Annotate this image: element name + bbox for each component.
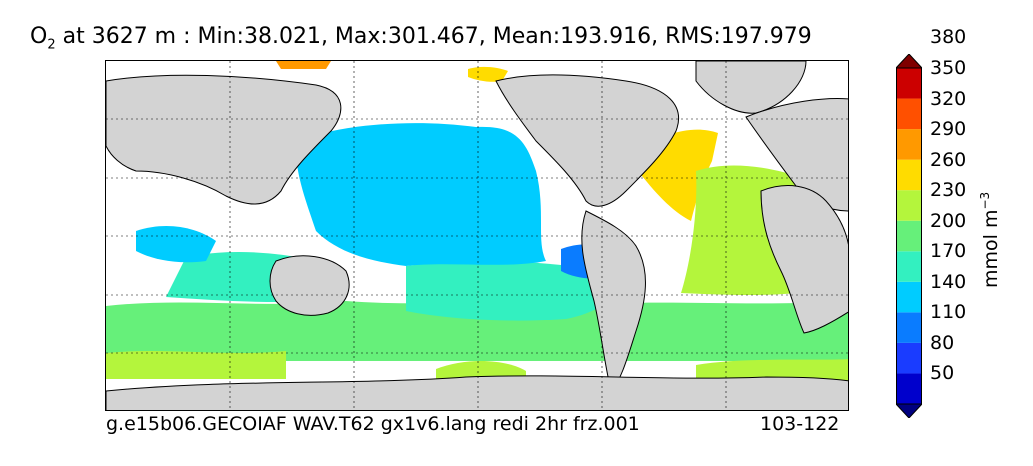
land-africa bbox=[760, 185, 848, 334]
land-australia bbox=[269, 255, 350, 316]
colorbar-segment bbox=[896, 373, 922, 404]
land-eurasia bbox=[106, 74, 342, 205]
colorbar-segment bbox=[896, 98, 922, 130]
colorbar-segment bbox=[896, 312, 922, 343]
map-field bbox=[106, 61, 848, 410]
years-label: 103-122 bbox=[760, 413, 840, 435]
map-plot-area bbox=[105, 60, 849, 411]
colorbar-tick-label: 140 bbox=[930, 270, 967, 293]
colorbar-tick-label: 50 bbox=[930, 362, 955, 385]
field-region-pacific-cyan bbox=[295, 123, 546, 266]
colorbar-tick-label: 110 bbox=[930, 301, 967, 324]
colorbar-segment bbox=[896, 342, 922, 374]
colorbar-tick-label: 230 bbox=[930, 179, 967, 202]
land-north-america bbox=[495, 74, 679, 207]
colorbar-unit-text: mmol m−3 bbox=[978, 192, 1002, 288]
field-region-southern-green bbox=[106, 301, 848, 361]
colorbar-extend-max bbox=[896, 54, 922, 69]
colorbar-segment bbox=[896, 190, 922, 221]
colorbar-tick-label: 380 bbox=[930, 26, 967, 49]
case-name-label: g.e15b06.GECOIAF WAV.T62 gx1v6.lang redi… bbox=[106, 413, 640, 435]
colorbar-extend-min bbox=[896, 403, 922, 418]
colorbar-tick-label: 350 bbox=[930, 57, 967, 79]
field-region-south-pacific-cyan-green bbox=[406, 260, 614, 321]
colorbar-segment bbox=[896, 281, 922, 313]
field-region-arctic-yellow bbox=[468, 66, 508, 82]
colorbar-segment bbox=[896, 220, 922, 252]
colorbar-segment bbox=[896, 251, 922, 282]
land-antarctica bbox=[106, 375, 848, 410]
colorbar-unit-label: mmol m−3 bbox=[978, 192, 1002, 288]
colorbar-tick-label: 80 bbox=[930, 331, 955, 354]
colorbar-tick-label: 200 bbox=[930, 209, 967, 232]
field-region-arctic-orange bbox=[276, 61, 331, 69]
colorbar-segment bbox=[896, 159, 922, 191]
title-stats: at 3627 m : Min:38.021, Max:301.467, Mea… bbox=[55, 24, 812, 49]
colorbar-segment bbox=[896, 68, 922, 99]
title-species: O bbox=[30, 24, 48, 49]
title-species-subscript: 2 bbox=[47, 37, 56, 53]
colorbar-tick-label: 170 bbox=[930, 240, 967, 263]
land-masses bbox=[106, 61, 848, 410]
colorbar-tick-label: 320 bbox=[930, 87, 967, 110]
colorbar-segment bbox=[896, 129, 922, 160]
colorbar-tick-label: 260 bbox=[930, 148, 967, 171]
colorbar-frame bbox=[896, 67, 922, 405]
land-greenland bbox=[695, 61, 807, 114]
land-central-south-america bbox=[581, 210, 646, 392]
colorbar bbox=[896, 54, 922, 418]
graticule bbox=[106, 61, 848, 410]
field-region-indian-cyan bbox=[136, 226, 216, 263]
field-region-southern-yellowgreen bbox=[106, 351, 286, 379]
chart-title: O2 at 3627 m : Min:38.021, Max:301.467, … bbox=[30, 24, 812, 52]
colorbar-tick-label: 290 bbox=[930, 118, 967, 141]
